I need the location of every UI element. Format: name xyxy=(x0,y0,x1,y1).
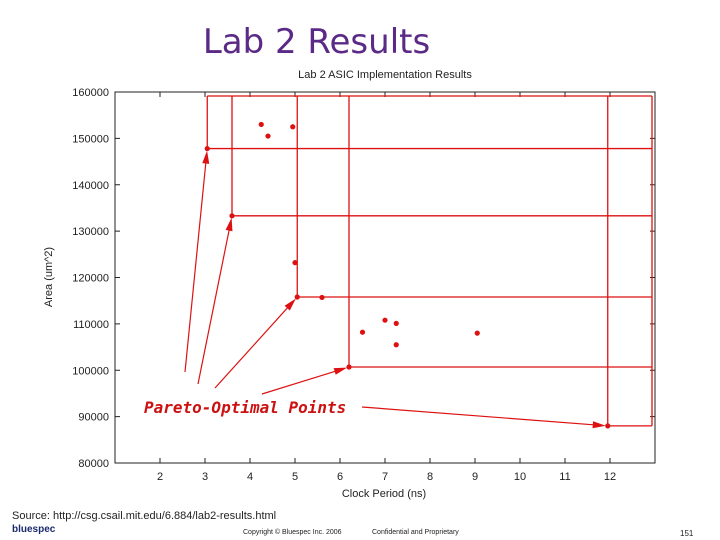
data-point xyxy=(229,213,235,219)
data-point xyxy=(265,133,271,139)
x-tick-label: 4 xyxy=(247,471,253,483)
data-point xyxy=(359,329,366,335)
y-tick-label: 110000 xyxy=(73,319,109,331)
data-point xyxy=(393,320,399,327)
annotation-arrow xyxy=(361,406,602,427)
data-point xyxy=(346,364,352,370)
x-tick-label: 10 xyxy=(514,471,526,483)
x-tick-label: 3 xyxy=(202,471,208,483)
data-point xyxy=(605,423,611,429)
x-tick-label: 8 xyxy=(427,471,433,483)
arrow-head xyxy=(284,298,296,311)
data-point xyxy=(382,317,388,323)
x-axis: 2 3 4 5 6 7 8 9 10 11 12 xyxy=(157,92,616,483)
scatter-chart: Lab 2 ASIC Implementation Results 2 3 4 5 6 7… xyxy=(43,69,656,500)
data-point xyxy=(290,124,296,130)
x-tick-label: 9 xyxy=(472,471,478,483)
data-point xyxy=(294,294,300,300)
x-tick-label: 12 xyxy=(604,471,616,483)
data-point xyxy=(292,260,298,266)
annotation-arrow xyxy=(261,368,344,395)
arrow-head xyxy=(592,421,606,429)
annotation-arrow xyxy=(214,301,294,389)
annotation-arrows xyxy=(184,150,606,429)
annotation-arrow xyxy=(197,221,232,385)
data-point xyxy=(319,294,325,301)
x-tick-label: 6 xyxy=(337,471,343,483)
y-axis: 80000 90000 100000 110000 120000 130000 140000… xyxy=(72,87,655,470)
bluespec-logo: bluespec xyxy=(12,524,56,535)
y-tick-label: 120000 xyxy=(72,273,109,285)
data-point xyxy=(258,121,264,128)
y-tick-label: 90000 xyxy=(78,412,109,424)
arrow-head xyxy=(202,150,210,164)
footer-confidential: Confidential and Proprietary xyxy=(372,529,459,536)
footer-copyright: Copyright © Bluespec Inc. 2006 xyxy=(243,529,342,536)
x-axis-title: Clock Period (ns) xyxy=(342,488,426,500)
y-tick-label: 140000 xyxy=(72,180,109,192)
arrow-head xyxy=(333,367,348,375)
data-points xyxy=(204,121,611,429)
x-tick-label: 5 xyxy=(292,471,298,483)
x-tick-label: 7 xyxy=(382,471,388,483)
slide-title: Lab 2 Results xyxy=(202,22,431,62)
pareto-annotation: Pareto-Optimal Points xyxy=(144,398,346,417)
page-number: 151 xyxy=(680,529,694,538)
y-axis-title: Area (um^2) xyxy=(43,247,55,307)
y-tick-label: 130000 xyxy=(72,226,109,238)
data-point xyxy=(393,342,399,348)
pareto-region-lines xyxy=(206,95,653,427)
data-point xyxy=(204,145,210,152)
arrow-head xyxy=(225,217,233,232)
x-tick-label: 11 xyxy=(559,471,570,483)
y-tick-label: 80000 xyxy=(78,458,109,470)
source-citation: Source: http://csg.csail.mit.edu/6.884/l… xyxy=(12,510,277,522)
data-point xyxy=(474,330,480,336)
y-tick-label: 160000 xyxy=(72,87,109,99)
x-tick-label: 2 xyxy=(157,471,163,483)
annotation-arrow xyxy=(184,154,208,373)
y-tick-label: 150000 xyxy=(72,133,109,145)
y-tick-label: 100000 xyxy=(72,365,109,377)
chart-title: Lab 2 ASIC Implementation Results xyxy=(298,69,472,81)
